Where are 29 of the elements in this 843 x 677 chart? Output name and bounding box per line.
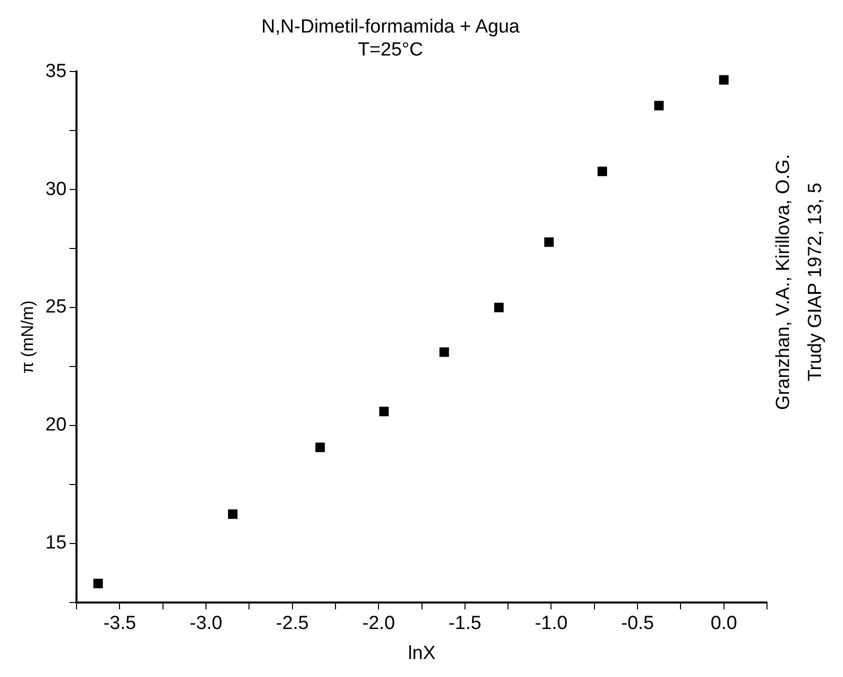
x-tick-label: 0.0 [710, 613, 738, 634]
point [315, 442, 325, 452]
chart-subtitle: T=25°C [358, 39, 424, 60]
point [228, 509, 238, 519]
point [719, 75, 729, 85]
y-tick-label: 25 [45, 296, 67, 318]
y-tick-label: 15 [45, 532, 67, 554]
point [439, 347, 449, 357]
text: Trudy GIAP 1972, 13, 5 [805, 182, 826, 382]
x-tick-label: -0.5 [621, 613, 654, 634]
chart-title: N,N-Dimetil-formamida + Agua [261, 16, 520, 38]
x-tick-label: -1.5 [448, 613, 482, 634]
point [93, 578, 103, 588]
x-tick-label: -2.0 [362, 613, 395, 634]
y-tick-label: 35 [45, 60, 67, 82]
point [598, 166, 608, 176]
x-tick-label: -3.0 [190, 613, 222, 634]
y-axis-title: π (mN/m) [18, 300, 37, 374]
point [544, 237, 554, 247]
point [654, 100, 664, 110]
x-tick-label: -1.0 [534, 613, 568, 634]
y-tick-label: 30 [45, 178, 67, 200]
text: Granzhan, V.A., Kirillova, O.G. [773, 154, 794, 410]
point [379, 406, 389, 416]
x-tick-label: -3.5 [103, 613, 136, 634]
x-tick-label: -2.5 [276, 613, 309, 634]
y-tick-label: 20 [45, 414, 67, 436]
x-axis-title: lnX [408, 642, 436, 664]
point [494, 302, 504, 312]
